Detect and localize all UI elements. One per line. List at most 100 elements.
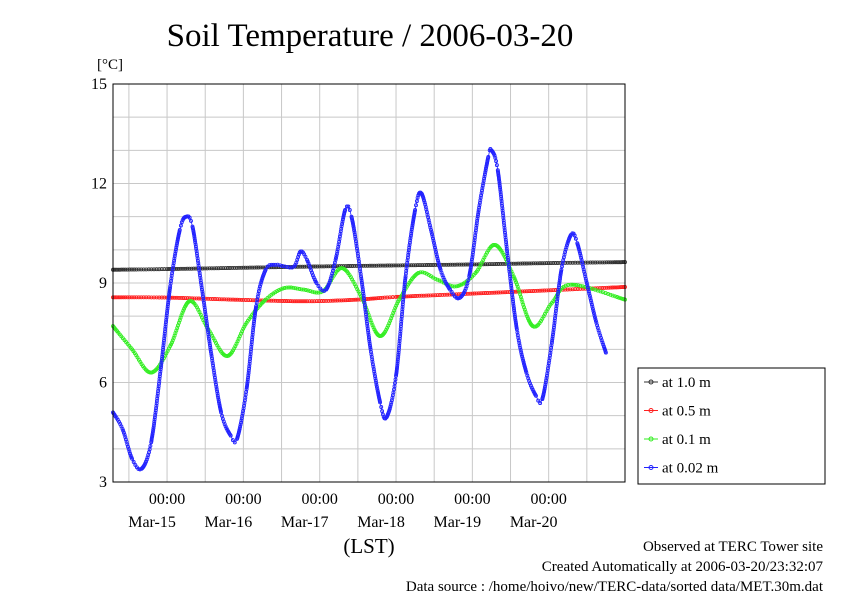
data-point xyxy=(213,377,218,382)
data-point xyxy=(492,290,497,295)
data-point xyxy=(215,297,220,302)
data-point xyxy=(129,295,134,300)
data-point xyxy=(237,426,242,431)
data-point xyxy=(201,298,206,303)
data-point xyxy=(411,219,416,224)
data-point xyxy=(152,417,157,422)
data-point xyxy=(503,237,508,242)
data-point xyxy=(503,233,508,237)
data-point xyxy=(258,282,263,287)
data-point xyxy=(210,361,215,366)
data-point xyxy=(513,320,518,325)
data-point xyxy=(361,293,366,298)
data-point xyxy=(328,278,333,283)
data-point xyxy=(433,276,438,281)
data-point xyxy=(139,267,144,272)
data-point xyxy=(577,247,582,252)
data-point xyxy=(337,298,342,303)
data-point xyxy=(523,367,528,372)
data-point xyxy=(208,349,213,354)
data-point xyxy=(480,188,484,193)
data-point xyxy=(521,358,526,363)
data-point xyxy=(406,250,411,255)
data-point xyxy=(520,261,525,266)
data-point xyxy=(343,264,348,269)
data-point xyxy=(209,354,214,358)
data-point xyxy=(253,305,258,310)
data-point xyxy=(520,354,525,359)
data-point xyxy=(581,267,586,272)
data-point xyxy=(189,218,193,223)
data-point xyxy=(203,296,208,301)
data-point xyxy=(508,279,513,284)
data-point xyxy=(366,332,371,337)
data-point xyxy=(363,305,368,310)
data-point xyxy=(428,263,433,267)
data-point xyxy=(498,290,503,295)
data-point xyxy=(295,286,300,291)
data-point xyxy=(245,383,250,388)
data-point xyxy=(278,287,283,292)
legend-label: at 0.02 m xyxy=(662,461,719,477)
data-point xyxy=(572,282,577,287)
data-point xyxy=(398,263,403,268)
data-point xyxy=(375,388,380,393)
data-point xyxy=(363,307,368,312)
data-point xyxy=(370,359,375,364)
data-point xyxy=(154,398,159,403)
data-point xyxy=(496,174,501,179)
y-tick-label: 3 xyxy=(99,474,107,491)
data-point xyxy=(553,261,558,265)
data-point xyxy=(203,266,207,271)
data-point xyxy=(420,263,425,268)
data-point xyxy=(165,311,169,316)
data-point xyxy=(468,267,473,272)
data-point xyxy=(498,192,503,197)
data-point xyxy=(371,367,376,372)
data-point xyxy=(134,295,139,300)
data-point xyxy=(240,411,245,416)
data-point xyxy=(481,178,486,183)
data-point xyxy=(374,382,379,387)
data-point xyxy=(518,261,523,266)
legend-marker xyxy=(648,379,654,385)
data-point xyxy=(231,297,235,302)
data-point xyxy=(395,365,400,370)
data-point xyxy=(610,285,615,290)
data-point xyxy=(250,298,255,303)
data-point xyxy=(155,396,160,401)
data-point xyxy=(471,248,476,252)
data-point xyxy=(316,290,321,295)
data-point xyxy=(260,276,265,281)
data-point xyxy=(414,203,418,208)
y-tick-label: 12 xyxy=(91,176,107,193)
data-point xyxy=(521,360,526,365)
data-point xyxy=(604,285,609,290)
data-point xyxy=(176,235,181,240)
data-point xyxy=(118,267,122,272)
data-point xyxy=(433,293,438,298)
data-point xyxy=(136,267,141,272)
data-point xyxy=(543,384,547,389)
data-point xyxy=(246,371,251,375)
data-point xyxy=(422,263,427,268)
data-point xyxy=(199,280,203,285)
data-point xyxy=(511,261,516,266)
chart-title: Soil Temperature / 2006-03-20 xyxy=(167,18,574,54)
data-point xyxy=(310,289,315,294)
data-point xyxy=(162,334,167,338)
legend-label: at 1.0 m xyxy=(662,375,711,391)
data-point xyxy=(508,276,513,281)
data-point xyxy=(523,368,528,373)
data-point xyxy=(519,352,524,357)
data-point xyxy=(558,260,563,265)
data-point xyxy=(121,295,126,300)
data-point xyxy=(602,260,607,265)
data-point xyxy=(436,260,441,265)
data-point xyxy=(478,195,483,200)
data-point xyxy=(572,233,577,238)
data-point xyxy=(413,263,418,268)
data-point xyxy=(574,283,579,287)
data-point xyxy=(303,254,308,259)
data-point xyxy=(241,297,246,302)
